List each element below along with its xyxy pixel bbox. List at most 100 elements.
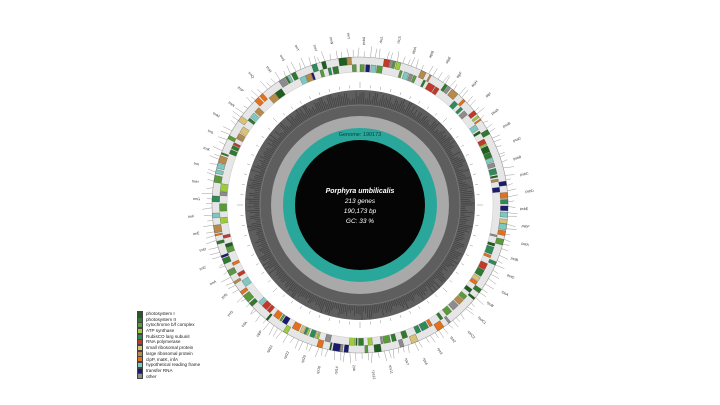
gene-label-tick xyxy=(502,244,510,246)
gc-spike xyxy=(255,174,264,178)
gene-label: rpl23 xyxy=(266,345,274,354)
gc-spike xyxy=(285,125,292,132)
gc-spike xyxy=(333,302,336,309)
gene-block xyxy=(219,203,228,212)
gc-spike xyxy=(442,262,450,268)
gene-label: trnG xyxy=(193,197,200,201)
legend-label: RNA polymerase xyxy=(146,339,181,345)
gene-label: trnT xyxy=(294,44,300,52)
gc-spike xyxy=(297,287,303,294)
gene-label-tick xyxy=(219,263,225,267)
gc-spike xyxy=(249,193,260,195)
gc-spike xyxy=(435,130,446,140)
gene-label: rps2 xyxy=(449,336,456,344)
outer-gene-ticks xyxy=(201,46,518,364)
gene-label: clpP xyxy=(255,329,263,337)
gc-spike xyxy=(456,173,463,176)
gene-label-tick xyxy=(346,48,350,58)
gc-spike xyxy=(280,122,291,133)
gc-spike xyxy=(387,301,392,313)
gc-spike xyxy=(431,130,435,134)
gene-label-tick xyxy=(206,235,216,239)
gc-spike xyxy=(296,114,303,123)
gene-label-tick xyxy=(240,298,246,302)
gc-spike xyxy=(403,295,408,302)
gc-spike xyxy=(419,115,425,124)
gene-label-tick xyxy=(505,178,511,180)
gene-block xyxy=(365,64,371,73)
position-tick xyxy=(282,112,285,116)
gene-label-tick xyxy=(298,341,303,351)
gene-block xyxy=(394,61,402,71)
gene-label-tick xyxy=(228,285,236,289)
gene-label-tick xyxy=(507,188,517,192)
gene-label-tick xyxy=(432,68,438,77)
gc-spike xyxy=(261,240,266,244)
gene-label: trnI xyxy=(193,161,199,166)
gc-spike xyxy=(336,97,340,107)
gc-spike xyxy=(410,292,415,300)
gc-spike xyxy=(249,211,260,214)
gc-spike xyxy=(249,179,262,183)
gc-spike xyxy=(263,151,272,157)
gc-spike xyxy=(250,169,265,175)
gene-label: atpI xyxy=(485,92,492,99)
gc-spike xyxy=(262,255,273,262)
legend-item: large ribosomal protein xyxy=(137,350,267,357)
gene-block xyxy=(472,284,482,294)
gene-label-tick xyxy=(469,99,476,106)
gene-label-tick xyxy=(219,141,225,145)
gene-block xyxy=(382,334,391,344)
gene-label-tick xyxy=(270,78,276,84)
gc-spike xyxy=(443,141,455,149)
gc-spike xyxy=(291,284,299,292)
gene-label-tick xyxy=(275,330,283,339)
gc-spike xyxy=(443,261,451,267)
gc-spike xyxy=(324,101,328,110)
gene-label-tick xyxy=(499,255,509,260)
gene-label-tick xyxy=(390,52,393,61)
gc-spike xyxy=(453,163,463,168)
gc-spike xyxy=(259,252,271,259)
gc-spike xyxy=(308,108,313,116)
gc-spike xyxy=(255,220,261,222)
gc-spike xyxy=(289,283,297,292)
gene-label: ycf4 xyxy=(221,293,229,300)
gene-label-tick xyxy=(403,346,405,353)
gene-label: rbcL xyxy=(379,36,384,43)
gc-spike xyxy=(380,303,384,316)
gc-spike xyxy=(275,266,281,271)
gene-label-tick xyxy=(260,81,268,90)
gc-spike xyxy=(263,153,271,158)
gene-label: rps7 xyxy=(404,358,410,366)
gc-spike xyxy=(311,106,317,115)
gc-spike xyxy=(302,290,307,298)
gene-block xyxy=(349,337,355,346)
gc-spike xyxy=(427,279,437,291)
gc-spike xyxy=(445,258,453,263)
gc-spike xyxy=(254,218,261,221)
gc-spike xyxy=(267,259,276,265)
gc-spike xyxy=(395,299,399,306)
gc-spike xyxy=(397,298,402,307)
legend-item: RubisCO larg subunit xyxy=(137,333,267,340)
gc-spike xyxy=(459,186,474,190)
gc-spike xyxy=(448,153,453,157)
legend-swatch xyxy=(137,350,143,357)
gene-label-tick xyxy=(430,335,436,343)
gene-label-tick xyxy=(207,179,214,182)
gene-label: trnM xyxy=(212,111,220,118)
gc-spike xyxy=(371,305,374,314)
position-tick xyxy=(267,127,271,130)
legend-item: transfer RNA xyxy=(137,367,267,374)
gc-spike xyxy=(438,134,447,142)
gene-block xyxy=(214,232,223,237)
gc-spike xyxy=(460,192,474,195)
gc-spike xyxy=(263,250,271,255)
gc-spike xyxy=(455,237,463,241)
gene-label-tick xyxy=(503,239,511,243)
legend-swatch xyxy=(137,322,143,329)
position-tick xyxy=(409,96,411,100)
gc-spike xyxy=(287,282,296,292)
gene-block xyxy=(467,293,476,300)
